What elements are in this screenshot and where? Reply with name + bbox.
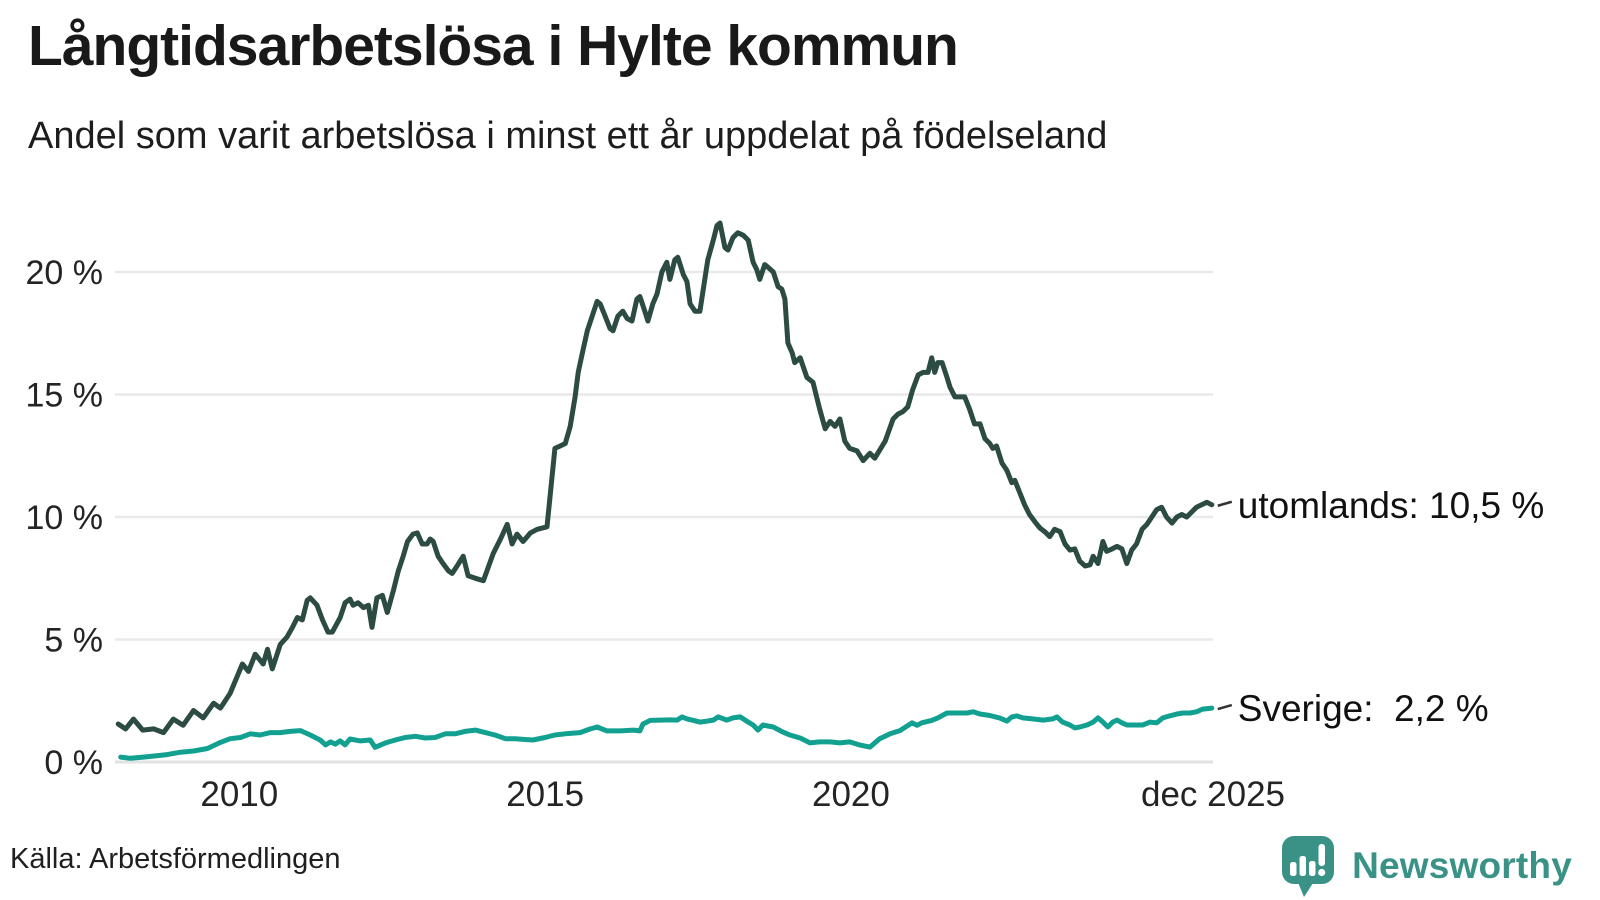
series-line-utomlands xyxy=(115,220,1215,736)
series-end-label-Sverige: Sverige: 2,2 % xyxy=(1238,688,1489,729)
y-tick-label: 15 % xyxy=(26,377,104,415)
y-tick-label: 20 % xyxy=(26,254,104,292)
series-line-Sverige xyxy=(118,705,1215,761)
source-note: Källa: Arbetsförmedlingen xyxy=(10,843,341,875)
x-tick-label: 2010 xyxy=(200,775,278,814)
y-tick-label: 5 % xyxy=(44,622,103,660)
newsworthy-wordmark: Newsworthy xyxy=(1352,845,1572,886)
x-tick-label: 2015 xyxy=(506,775,584,814)
chart-subtitle: Andel som varit arbetslösa i minst ett å… xyxy=(28,115,1108,157)
x-tick-label: dec 2025 xyxy=(1141,775,1285,814)
series-end-label-utomlands: utomlands: 10,5 % xyxy=(1238,485,1544,526)
y-tick-label: 10 % xyxy=(26,499,104,537)
end-label-connector-utomlands xyxy=(1217,500,1233,507)
newsworthy-logo: Newsworthy xyxy=(1278,834,1572,898)
newsworthy-speech-bubble-icon xyxy=(1282,836,1335,897)
x-tick-label: 2020 xyxy=(812,775,890,814)
chart-title: Långtidsarbetslösa i Hylte kommun xyxy=(28,14,959,78)
y-tick-label: 0 % xyxy=(44,744,103,782)
end-label-connector-Sverige xyxy=(1217,703,1233,711)
